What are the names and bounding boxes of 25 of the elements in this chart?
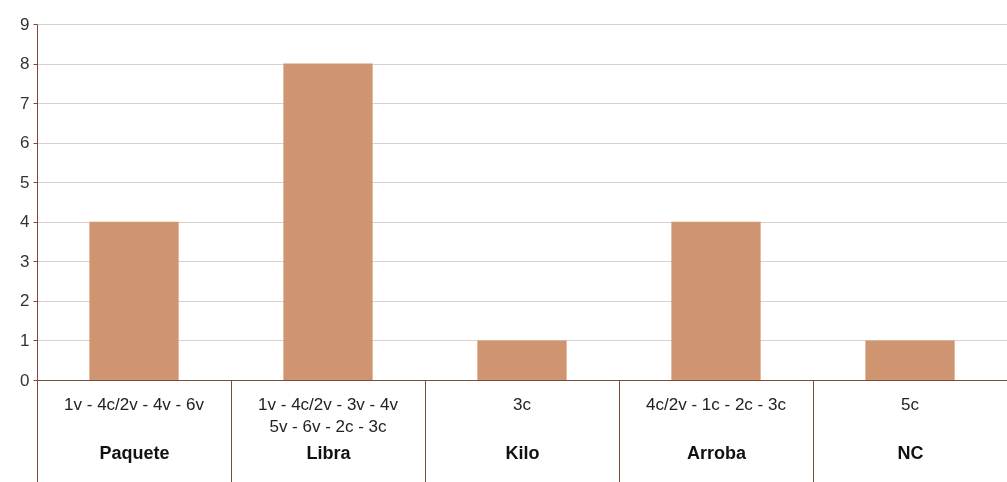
- y-tick-label: 5: [20, 172, 30, 192]
- bar: [671, 221, 761, 380]
- text: 4c/2v - 1c - 2c - 3c: [646, 395, 787, 414]
- y-tick-label: 9: [20, 14, 30, 34]
- bar: [865, 340, 955, 380]
- y-tick-label: 4: [20, 212, 30, 232]
- text: 1v - 4c/2v - 4v - 6v: [64, 395, 205, 414]
- y-tick-label: 3: [20, 251, 30, 271]
- bar: [477, 340, 567, 380]
- x-tick-label: NC: [897, 442, 924, 463]
- text: 5c: [901, 395, 920, 414]
- bar: [89, 221, 179, 380]
- y-tick-label: 0: [20, 370, 30, 390]
- y-tick-label: 6: [20, 133, 30, 153]
- y-tick-label: 1: [20, 330, 30, 350]
- y-tick-label: 7: [20, 93, 30, 113]
- x-tick-label: Arroba: [686, 442, 747, 463]
- text: 1v - 4c/2v - 3v - 4v 5v - 6v - 2c - 3c: [258, 395, 399, 436]
- text: 3c: [513, 395, 532, 414]
- x-tick-label: Libra: [306, 442, 352, 463]
- y-tick-label: 8: [20, 54, 30, 74]
- x-tick-label: Kilo: [505, 442, 540, 463]
- x-tick-label: Paquete: [99, 442, 170, 463]
- bar: [283, 63, 373, 380]
- y-tick-label: 2: [20, 291, 30, 311]
